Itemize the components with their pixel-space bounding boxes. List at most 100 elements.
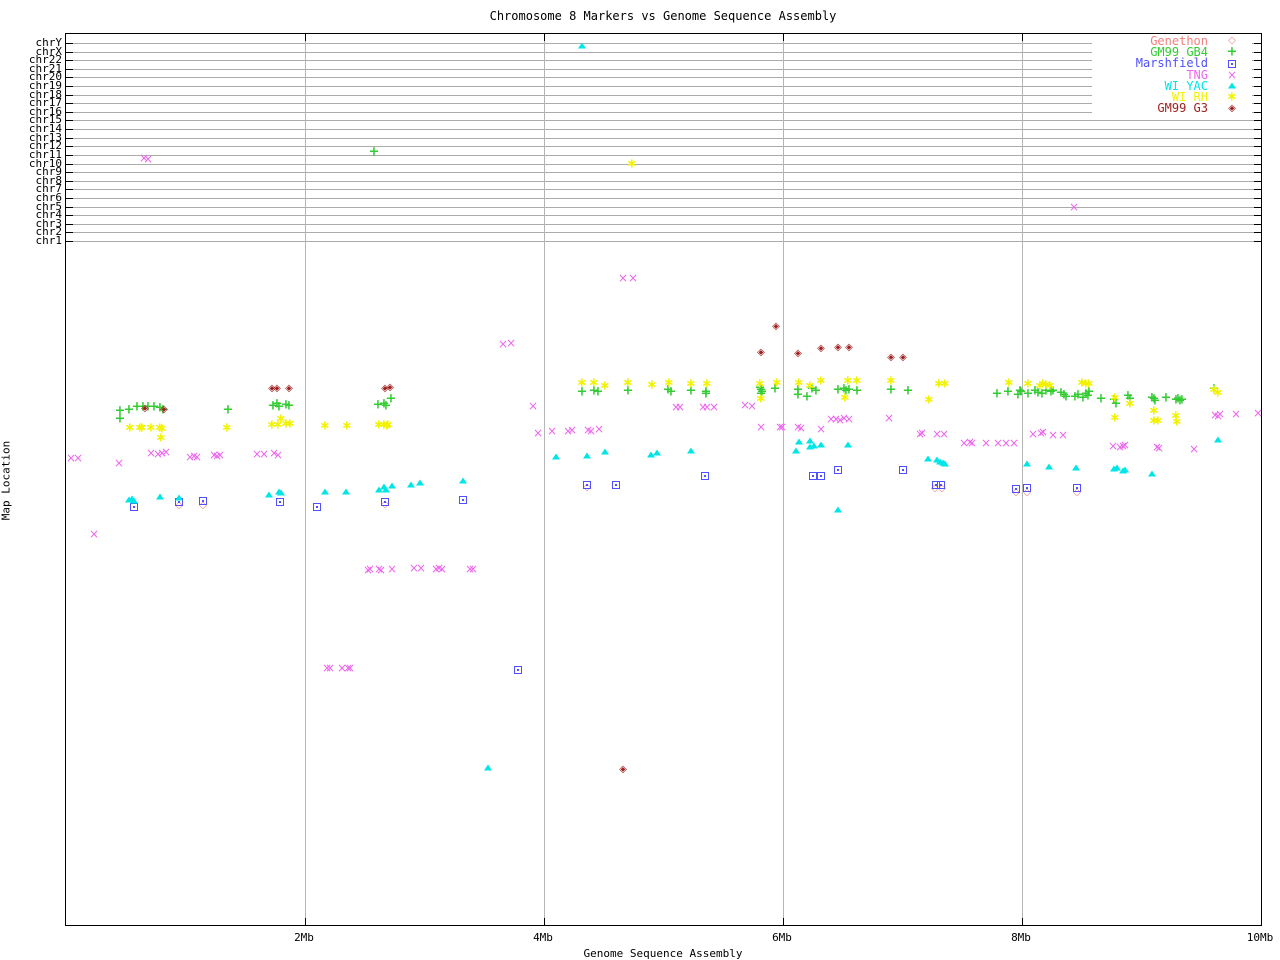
- marker-wi-rh: ∗: [284, 416, 296, 432]
- legend-label: Marshfield: [1135, 56, 1208, 71]
- marker-wi-yac: [552, 453, 560, 460]
- marker-gm99-gb4: +: [1082, 388, 1094, 404]
- marker-wi-yac: [795, 438, 803, 445]
- y-tick-label-chrY: chrY: [35, 36, 63, 49]
- marker-wi-rh: ∗: [1037, 376, 1049, 392]
- marker-gm99-gb4: +: [754, 380, 766, 396]
- marker-gm99-gb4: +: [1069, 389, 1081, 405]
- marker-wi-rh: ∗: [755, 391, 767, 407]
- marker-gm99-g3: ◈: [619, 764, 627, 775]
- marker-tng: ×: [1047, 428, 1059, 442]
- marker-tng: ×: [342, 661, 354, 675]
- marker-tng: ×: [268, 446, 280, 460]
- gridline-8Mb: [1022, 34, 1023, 925]
- chromosome-line-chr16: [66, 111, 1261, 113]
- marker-gm99-gb4: +: [123, 402, 135, 418]
- marker-tng: ×: [191, 450, 203, 464]
- marker-marshfield: [583, 481, 591, 489]
- marker-gm99-gb4: +: [157, 402, 169, 418]
- legend-marker-cell: ◇: [1208, 35, 1252, 46]
- chromosome-line-chr2: [66, 232, 1261, 234]
- chromosome-line-chrX: [66, 51, 1261, 53]
- marker-gm99-g3: ◈: [887, 352, 895, 363]
- left-tick-chr11: [66, 154, 73, 156]
- chromosome-line-chr18: [66, 94, 1261, 96]
- marker-tng: ×: [1035, 426, 1047, 440]
- marker-wi-rh: ∗: [804, 378, 816, 394]
- marker-tng: ×: [464, 562, 476, 576]
- marker-gm99-gb4: +: [588, 383, 600, 399]
- y-tick-label-chrX: chrX: [35, 44, 63, 58]
- marker-wi-rh: ∗: [1022, 376, 1034, 392]
- marker-gm99-gb4: +: [755, 382, 767, 398]
- chromosome-line-chr21: [66, 68, 1261, 70]
- x-tick-label-4Mb: 4Mb: [533, 931, 553, 944]
- right-tick-chr3: [1254, 223, 1261, 225]
- left-tick-chr18: [66, 94, 73, 96]
- marker-gm99-gb4: +: [368, 144, 380, 160]
- marker-gm99-gb4: +: [114, 411, 126, 427]
- marker-wi-rh: ∗: [646, 377, 658, 393]
- marker-tng: ×: [1114, 440, 1126, 454]
- right-tick-chr22: [1254, 60, 1261, 62]
- legend-marker-cell: +: [1208, 46, 1252, 59]
- left-tick-chr19: [66, 86, 73, 88]
- marker-tng: ×: [527, 399, 539, 413]
- marker-gm99-g3: ◈: [381, 383, 389, 394]
- marker-tng: ×: [113, 456, 125, 470]
- marker-gm99-gb4: +: [1149, 393, 1161, 409]
- legend-marker-cell: ×: [1208, 69, 1252, 81]
- marker-wi-yac: [806, 437, 814, 444]
- marker-gm99-g3: ◈: [160, 404, 168, 415]
- top-tick-2Mb: [305, 34, 306, 41]
- marker-wi-yac: [1023, 460, 1031, 467]
- marker-gm99-gb4: +: [1060, 389, 1072, 405]
- marker-gm99-gb4: +: [1148, 391, 1160, 407]
- marker-wi-rh: ∗: [1152, 413, 1164, 429]
- left-tick-chrY: [66, 43, 73, 44]
- marker-gm99-gb4: +: [1014, 383, 1026, 399]
- legend-label: WI YAC: [1164, 78, 1208, 93]
- chromosome-line-chr8: [66, 180, 1261, 182]
- marker-gm99-gb4: +: [1032, 385, 1044, 401]
- right-tick-chr4: [1254, 215, 1261, 217]
- marker-wi-yac: [647, 451, 655, 458]
- left-tick-chr2: [66, 232, 73, 234]
- y-tick-label-chr3: chr3: [35, 216, 63, 230]
- marker-tng: ×: [670, 400, 682, 414]
- marker-tng: ×: [375, 563, 387, 577]
- marker-wi-yac: [941, 460, 949, 467]
- marker-wi-rh: ∗: [588, 375, 600, 391]
- x-tick-label-10Mb: 10Mb: [1246, 931, 1274, 944]
- marker-wi-rh: ∗: [378, 417, 390, 433]
- marker-legend-marshfield: [1228, 59, 1236, 68]
- marker-tng: ×: [1027, 427, 1039, 441]
- marker-tng: ×: [364, 562, 376, 576]
- marker-gm99-gb4: +: [1036, 386, 1048, 402]
- marker-legend-wi-yac: [1228, 82, 1236, 89]
- marker-tng: ×: [1008, 436, 1020, 450]
- marker-gm99-gb4: +: [142, 399, 154, 415]
- x-tick-label-8Mb: 8Mb: [1011, 931, 1031, 944]
- marker-gm99-gb4: +: [1176, 392, 1188, 408]
- marker-gm99-gb4: +: [592, 384, 604, 400]
- right-tick-chr9: [1254, 172, 1261, 174]
- marker-wi-rh: ∗: [373, 417, 385, 433]
- y-tick-label-chr9: chr9: [35, 165, 63, 179]
- marker-tng: ×: [152, 447, 164, 461]
- marker-gm99-gb4: +: [832, 382, 844, 398]
- y-tick-label-chr21: chr21: [28, 61, 62, 75]
- marker-gm99-g3: ◈: [285, 383, 293, 394]
- marker-marshfield: [130, 503, 138, 511]
- marker-tng: ×: [160, 445, 172, 459]
- left-tick-chr5: [66, 206, 73, 208]
- legend-marker-cell: ∗: [1208, 91, 1252, 104]
- marker-tng: ×: [774, 420, 786, 434]
- marker-marshfield: [199, 497, 207, 505]
- marker-gm99-gb4: +: [1108, 392, 1120, 408]
- marker-tng: ×: [145, 446, 157, 460]
- marker-wi-rh: ∗: [275, 411, 287, 427]
- y-tick-label-chr5: chr5: [35, 199, 63, 213]
- right-tick-chr1: [1254, 241, 1261, 242]
- marker-wi-rh: ∗: [280, 416, 292, 432]
